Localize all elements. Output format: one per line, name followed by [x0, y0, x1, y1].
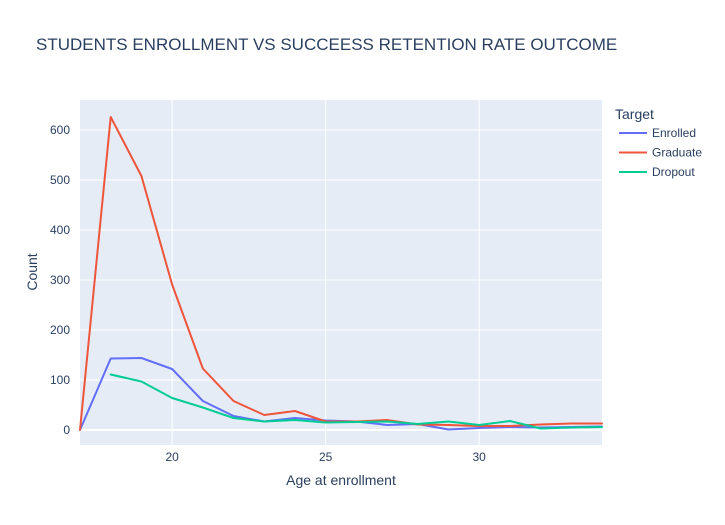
y-tick-label: 400: [50, 223, 70, 237]
y-tick-label: 300: [50, 273, 70, 287]
x-tick-label: 30: [472, 450, 486, 464]
y-tick-label: 500: [50, 173, 70, 187]
legend-label-enrolled: Enrolled: [652, 126, 696, 140]
legend: Target Enrolled Graduate Dropout: [615, 106, 702, 179]
x-axis-title: Age at enrollment: [286, 472, 396, 488]
y-tick-label: 0: [63, 423, 70, 437]
plot-background: [80, 100, 602, 445]
legend-title: Target: [615, 106, 654, 122]
chart-title: STUDENTS ENROLLMENT VS SUCCEESS RETENTIO…: [36, 35, 617, 54]
x-tick-label: 20: [165, 450, 179, 464]
series-layer: [79, 116, 603, 431]
y-axis-ticks: 0 100 200 300 400 500 600: [50, 123, 70, 437]
series-line-dropout: [109, 373, 603, 430]
legend-label-graduate: Graduate: [652, 146, 702, 160]
y-tick-label: 200: [50, 323, 70, 337]
y-tick-label: 600: [50, 123, 70, 137]
y-axis-title: Count: [24, 253, 40, 290]
x-axis-ticks: 20 25 30: [165, 450, 486, 464]
legend-label-dropout: Dropout: [652, 165, 695, 179]
x-tick-label: 25: [319, 450, 333, 464]
grid: [80, 100, 602, 445]
y-tick-label: 100: [50, 373, 70, 387]
